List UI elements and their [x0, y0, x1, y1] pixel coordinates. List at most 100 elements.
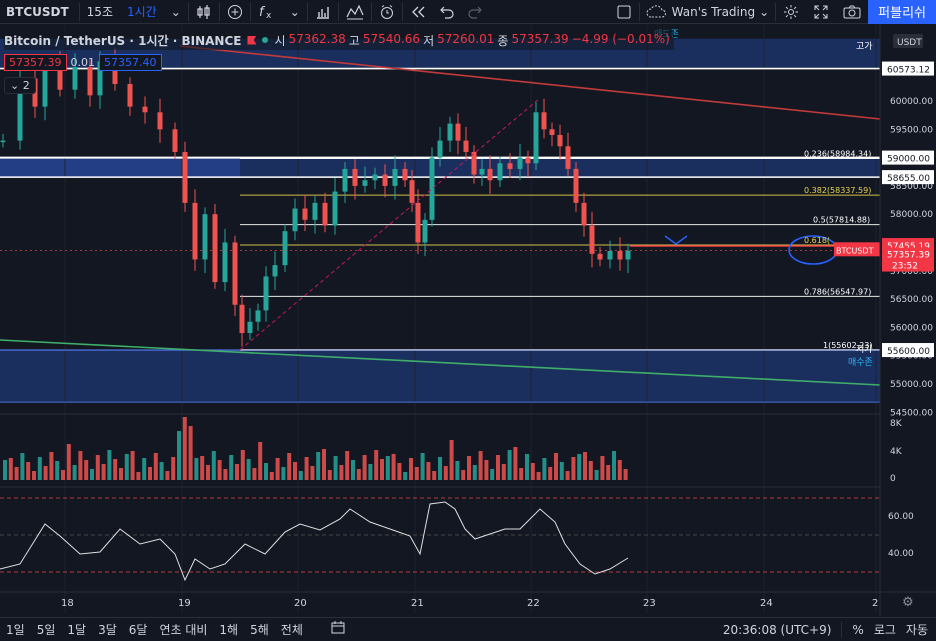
- fullscreen-square-icon[interactable]: [609, 0, 639, 24]
- toolbar-right-group: Wan's Trading ⌄ 퍼블리쉬: [609, 0, 936, 24]
- volume-bar: [165, 471, 170, 480]
- volume-bar: [55, 461, 60, 480]
- candle-body: [292, 208, 298, 232]
- volume-bar: [525, 454, 529, 480]
- expand-arrows-icon[interactable]: [806, 0, 836, 24]
- replay-icon[interactable]: [403, 0, 433, 24]
- candle-body: [617, 250, 623, 260]
- volume-bar: [490, 469, 495, 480]
- low-tag: 저가: [856, 344, 873, 355]
- alert-clock-icon[interactable]: [372, 0, 402, 24]
- volume-bar: [240, 450, 245, 480]
- auto-toggle[interactable]: 자동: [905, 623, 928, 637]
- volume-bar: [113, 459, 118, 480]
- symbol-search-button[interactable]: BTCUSDT: [6, 4, 69, 19]
- volume-bar: [49, 452, 54, 480]
- range-button[interactable]: 5일: [36, 623, 56, 637]
- time-tick-label: 23: [643, 598, 656, 609]
- candle-body: [455, 123, 461, 141]
- templates-icon[interactable]: [339, 0, 371, 24]
- range-button[interactable]: 5해: [250, 623, 269, 637]
- candle-style-icon[interactable]: [189, 0, 219, 24]
- volume-bar: [351, 460, 355, 480]
- volume-bar: [397, 463, 402, 480]
- price-label-58655: 58655.00: [887, 174, 930, 184]
- volume-bar: [293, 462, 297, 480]
- price-label-59000: 59000.00: [887, 155, 930, 165]
- legend-low-label: 저: [423, 33, 435, 48]
- interval-1h-button[interactable]: 1시간: [126, 5, 157, 19]
- goto-date-icon[interactable]: [323, 621, 355, 638]
- publish-button[interactable]: 퍼블리쉬: [868, 0, 936, 24]
- range-button[interactable]: 전체: [280, 623, 303, 637]
- volume-bar: [206, 465, 210, 480]
- candle-body: [172, 129, 178, 152]
- interval-dropdown-chevron-icon[interactable]: ⌄: [170, 4, 181, 19]
- price-tick-label: 56500.00: [890, 295, 933, 305]
- axis-settings-gear-icon[interactable]: ⚙: [902, 595, 914, 610]
- price-label-55600: 55600.00: [887, 347, 930, 357]
- volume-bar: [420, 453, 425, 480]
- clock-timezone[interactable]: 20:36:08 (UTC+9): [722, 622, 832, 637]
- current-price-label: 57357.39: [887, 251, 930, 261]
- range-button[interactable]: 1해: [219, 623, 239, 637]
- volume-bar: [432, 471, 437, 480]
- candle-body: [272, 265, 278, 277]
- sell-price-button[interactable]: 57357.39: [4, 54, 67, 71]
- percent-toggle[interactable]: %: [852, 622, 864, 637]
- volume-bar: [72, 465, 77, 480]
- log-toggle[interactable]: 로그: [873, 623, 896, 637]
- compare-add-icon[interactable]: [220, 0, 250, 24]
- range-button[interactable]: 연초 대비: [159, 623, 208, 637]
- price-label-57455: 57455.19: [887, 242, 930, 252]
- price-tick-label: 55000.00: [890, 380, 933, 390]
- range-button[interactable]: 3달: [98, 623, 117, 637]
- price-label-top: 60573.12: [887, 66, 930, 76]
- redo-icon[interactable]: [461, 0, 489, 24]
- candle-body: [607, 250, 613, 260]
- financials-icon[interactable]: [308, 0, 338, 24]
- candle-body: [557, 134, 563, 147]
- range-button[interactable]: 1달: [67, 623, 87, 637]
- price-tick-label: 57000.00: [890, 267, 933, 277]
- volume-bar: [217, 460, 222, 480]
- flag-icon[interactable]: [247, 35, 257, 45]
- candle-body: [72, 67, 78, 90]
- toolbar-divider: [306, 2, 308, 21]
- volume-bar: [356, 469, 361, 480]
- settings-gear-icon[interactable]: [776, 0, 806, 24]
- candle-body: [463, 140, 469, 152]
- layout-selector[interactable]: Wan's Trading ⌄: [640, 5, 776, 19]
- candle-body: [263, 276, 269, 311]
- price-label-55600-box: [882, 343, 934, 358]
- range-button[interactable]: 1일: [6, 623, 25, 637]
- fib-level-label: 0.382(58337.59): [804, 186, 871, 195]
- indicators-dropdown-chevron-icon[interactable]: ⌄: [289, 4, 300, 19]
- undo-icon[interactable]: [433, 0, 461, 24]
- volume-bar: [316, 452, 321, 480]
- time-tick-label: 21: [411, 598, 424, 609]
- price-tick-label: 60000.00: [890, 97, 933, 107]
- volume-bar: [223, 469, 228, 480]
- volume-bar: [142, 458, 147, 480]
- candle-body: [479, 168, 485, 175]
- trendline-green: [0, 339, 881, 386]
- camera-snapshot-icon[interactable]: [836, 0, 868, 24]
- current-price-box: [882, 247, 934, 272]
- volume-bar: [101, 464, 106, 480]
- volume-bar: [588, 461, 593, 480]
- chart-canvas[interactable]: 고가저가매도존매수존0.236(58984.34)0.382(58337.59)…: [0, 24, 936, 617]
- range-button[interactable]: 6달: [128, 623, 148, 637]
- buy-price-button[interactable]: 57357.40: [99, 54, 162, 71]
- interval-15m-button[interactable]: 15조: [86, 5, 113, 19]
- candle-body: [525, 157, 531, 164]
- legend-title[interactable]: Bitcoin / TetherUS · 1시간 · BINANCE: [4, 33, 242, 48]
- price-axis-layer: 60000.00 59500.00 58500.00 58000.00 57000.00…: [879, 24, 936, 617]
- indicators-collapse-button[interactable]: ⌄ 2: [4, 77, 36, 94]
- toolbar-divider: [218, 2, 220, 21]
- candle-body: [127, 84, 133, 107]
- symbol-tag: BTCUSDT: [836, 246, 874, 255]
- candle-body: [332, 191, 338, 226]
- volume-bar: [298, 471, 303, 480]
